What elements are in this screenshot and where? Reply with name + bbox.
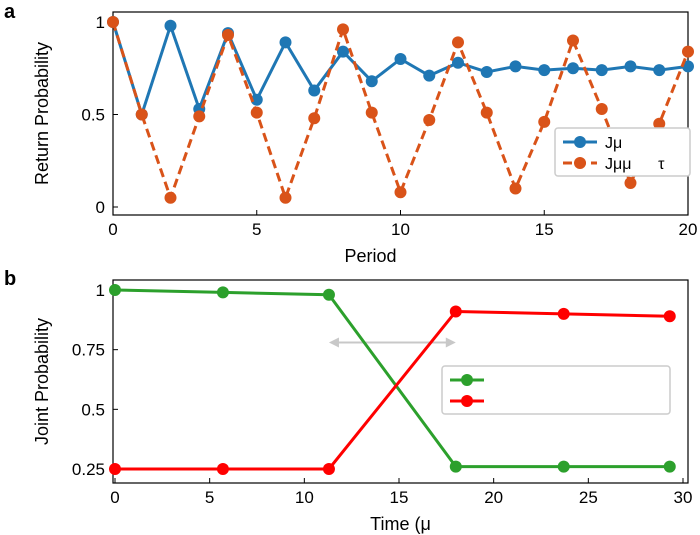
y-tick-label: 0.75 xyxy=(72,341,105,360)
panel-a: a 0 5 10 15 20 0 0.5 1 Period Return Probability Jμ… xyxy=(4,1,697,266)
data-point xyxy=(557,460,570,473)
legend-label: Jμμ τ xyxy=(605,156,665,173)
data-point xyxy=(557,307,570,320)
x-tick-label: 10 xyxy=(295,488,314,507)
y-axis-label: Return Probability xyxy=(32,42,52,185)
data-point xyxy=(538,64,551,77)
data-point xyxy=(250,106,263,119)
x-tick-label: 15 xyxy=(535,220,554,239)
data-point xyxy=(250,93,263,106)
data-point xyxy=(423,69,436,82)
data-point xyxy=(193,110,206,123)
data-point xyxy=(109,284,121,296)
data-point xyxy=(216,286,229,299)
plot-frame xyxy=(112,279,689,484)
series-line xyxy=(111,21,690,203)
x-axis-label: Time (μ xyxy=(370,514,431,534)
data-point xyxy=(322,463,335,475)
y-axis-label: Joint Probability xyxy=(32,318,52,445)
data-point xyxy=(624,176,637,189)
legend xyxy=(554,127,691,177)
data-point xyxy=(164,191,177,204)
legend-marker xyxy=(574,157,586,169)
x-tick-label: 10 xyxy=(391,220,410,239)
data-point xyxy=(480,106,493,119)
legend-marker xyxy=(461,374,473,386)
data-point xyxy=(135,108,148,121)
panel-label: b xyxy=(4,268,16,290)
data-point xyxy=(279,191,292,204)
data-point xyxy=(449,305,462,318)
data-point xyxy=(653,117,666,130)
data-point xyxy=(509,182,522,195)
x-axis-label: Period xyxy=(344,246,396,266)
series-line xyxy=(115,309,670,471)
data-point xyxy=(365,106,378,119)
data-point xyxy=(279,36,292,49)
x-tick-label: 0 xyxy=(108,220,117,239)
data-point xyxy=(595,102,608,115)
data-point xyxy=(322,288,335,301)
data-point xyxy=(682,45,694,58)
x-tick-label: 25 xyxy=(579,488,598,507)
legend-marker xyxy=(461,395,473,407)
data-point xyxy=(567,62,579,75)
data-point xyxy=(394,53,407,65)
legend xyxy=(441,365,671,415)
x-tick-label: 5 xyxy=(205,488,214,507)
y-tick-label: 0.5 xyxy=(81,400,105,419)
data-point xyxy=(624,60,637,73)
data-point xyxy=(107,16,119,28)
data-point xyxy=(452,36,464,49)
y-tick-label: 0.5 xyxy=(81,106,105,125)
data-point xyxy=(480,65,493,78)
data-point xyxy=(308,84,321,97)
data-point xyxy=(337,45,349,58)
data-point xyxy=(222,28,234,41)
y-tick-label: 1 xyxy=(96,13,105,32)
data-point xyxy=(595,64,608,77)
x-tick-label: 30 xyxy=(674,488,693,507)
data-point xyxy=(538,115,551,128)
data-point xyxy=(452,56,464,69)
legend-marker xyxy=(574,136,586,148)
panel-label: a xyxy=(4,1,16,23)
x-tick-label: 20 xyxy=(679,220,698,239)
data-point xyxy=(337,23,349,36)
data-point xyxy=(509,60,522,73)
x-tick-label: 15 xyxy=(390,488,409,507)
panel-b: b 0 5 10 15 20 25 30 0.25 0.5 0.75 1 Time (μ Joint Pr… xyxy=(4,268,692,534)
x-tick-label: 5 xyxy=(252,220,261,239)
legend-label: Jμ xyxy=(605,135,622,152)
x-tick-label: 0 xyxy=(110,488,119,507)
data-point xyxy=(567,34,579,47)
data-point xyxy=(663,310,676,323)
data-point xyxy=(653,64,666,77)
y-tick-label: 0.25 xyxy=(72,460,105,479)
data-point xyxy=(682,60,694,73)
data-point xyxy=(663,460,676,473)
data-point xyxy=(394,186,407,199)
data-point xyxy=(109,463,121,475)
data-point xyxy=(308,112,321,125)
data-point xyxy=(449,460,462,473)
y-tick-label: 0 xyxy=(96,198,105,217)
series-line xyxy=(114,288,670,469)
data-point xyxy=(216,463,229,475)
data-point xyxy=(164,19,177,32)
data-point xyxy=(365,75,378,88)
x-tick-label: 20 xyxy=(484,488,503,507)
data-point xyxy=(423,114,436,127)
y-tick-label: 1 xyxy=(96,281,105,300)
